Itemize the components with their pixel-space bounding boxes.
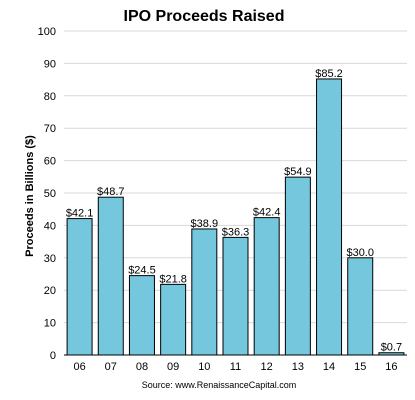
x-tick-label: 14 <box>323 361 335 373</box>
y-tick-label: 0 <box>50 350 56 362</box>
data-label: $24.5 <box>128 265 156 277</box>
y-tick-label: 70 <box>44 123 56 135</box>
x-tick-label: 15 <box>354 361 366 373</box>
y-tick-label: 40 <box>44 220 56 232</box>
source-note: Source: www.RenaissanceCapital.com <box>142 380 297 390</box>
y-tick-label: 90 <box>44 58 56 70</box>
data-label: $38.9 <box>191 218 219 230</box>
y-axis-label: Proceeds in Billions ($) <box>24 135 36 257</box>
y-tick-label: 100 <box>38 26 56 38</box>
data-label: $42.1 <box>66 208 94 220</box>
bar-14 <box>316 78 343 356</box>
data-label: $36.3 <box>222 226 250 238</box>
x-tick-label: 16 <box>385 361 397 373</box>
bar-09 <box>160 283 187 356</box>
x-tick-label: 06 <box>73 361 85 373</box>
data-label: $0.7 <box>381 342 402 354</box>
bar-11 <box>222 236 249 356</box>
chart-title: IPO Proceeds Raised <box>124 8 285 25</box>
x-tick-label: 07 <box>105 361 117 373</box>
bar-08 <box>128 275 155 356</box>
y-axis-ticks: 0 10 20 30 40 50 60 70 80 90 100 <box>38 26 56 362</box>
bar-12 <box>253 217 280 356</box>
y-tick-label: 20 <box>44 285 56 297</box>
bar-15 <box>347 257 374 356</box>
x-tick-label: 09 <box>167 361 179 373</box>
data-label: $42.4 <box>253 207 281 219</box>
x-tick-label: 13 <box>292 361 304 373</box>
y-tick-label: 50 <box>44 188 56 200</box>
data-label: $30.0 <box>346 247 374 259</box>
bar-10 <box>191 228 218 356</box>
data-label: $85.2 <box>315 68 343 80</box>
x-tick-label: 10 <box>198 361 210 373</box>
x-tick-label: 11 <box>230 361 241 373</box>
bar-06 <box>66 218 93 356</box>
y-tick-label: 10 <box>44 318 56 330</box>
data-label: $21.8 <box>159 273 187 285</box>
bars <box>66 78 405 356</box>
x-tick-label: 12 <box>261 361 273 373</box>
bar-07 <box>97 196 124 356</box>
data-label: $54.9 <box>284 166 312 178</box>
y-tick-label: 30 <box>44 253 56 265</box>
x-axis-ticks: 06 07 08 09 10 11 12 13 14 15 16 <box>73 361 397 373</box>
x-tick-label: 08 <box>136 361 148 373</box>
bar-13 <box>284 176 311 356</box>
data-label: $48.7 <box>97 186 125 198</box>
data-labels: $42.1$48.7 $24.5$21.8 $38.9$36.3$42.4 $54.9… <box>66 68 402 354</box>
y-tick-label: 80 <box>44 91 56 103</box>
y-tick-label: 60 <box>44 156 56 168</box>
